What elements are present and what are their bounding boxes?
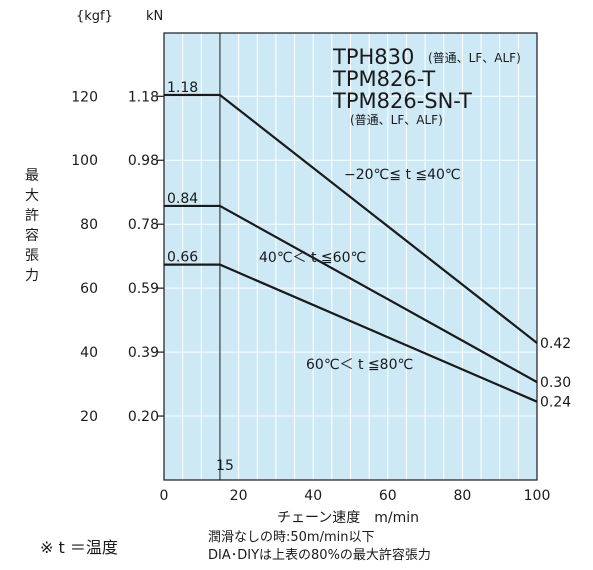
- series-start-label: 0.66: [167, 250, 198, 266]
- x-marker-label: 15: [216, 458, 234, 474]
- y-axis-ticks: 20 0.20 40 0.39 60 0.59 80 0.78 100 0.98 120 1.18: [71, 89, 164, 425]
- series-end-label: 0.24: [540, 395, 571, 411]
- title-subline: (普通、LF、ALF): [350, 113, 443, 127]
- y-tick-label-kgf: 120: [71, 89, 98, 105]
- x-tick-label: 0: [160, 488, 169, 504]
- title-line-2: TPM826-T: [332, 67, 435, 91]
- y-unit-kgf: {kgf}: [76, 9, 113, 24]
- series-line: [164, 93, 538, 344]
- x-tick-label: 20: [230, 488, 248, 504]
- horizontal-gridlines: 15: [164, 33, 537, 480]
- x-axis-ticks: 0 20 40 60 80 100: [160, 488, 551, 504]
- chart-title: TPH830 (普通、LF、ALF) TPM826-T TPM826-SN-T …: [332, 45, 521, 127]
- series-line: [164, 263, 538, 403]
- series-line: [164, 204, 538, 384]
- dia-diy-note: DIA･DIYは上表の80%の最大許容張力: [208, 547, 431, 563]
- series-end-label: 0.30: [540, 375, 571, 391]
- series-name-label: 40℃＜ t ≦60℃: [259, 250, 366, 266]
- y-unit-kn: kN: [146, 9, 163, 24]
- series-name-label: 60℃＜ t ≦80℃: [306, 357, 413, 373]
- y-axis-label-char: 容: [25, 227, 39, 244]
- y-axis-label-char: 大: [25, 188, 39, 204]
- x-tick-label: 40: [304, 488, 322, 504]
- y-tick-label-kn: 0.39: [128, 345, 159, 361]
- y-axis-label-char: 張: [25, 248, 39, 264]
- y-tick-label-kgf: 100: [71, 153, 98, 169]
- y-tick-label-kgf: 80: [80, 217, 98, 233]
- series: 1.18 0.42 −20℃≦ t ≦40℃ 0.84 0.30 40℃＜ t ≦60℃ 0…: [164, 80, 571, 411]
- series-end-label: 0.42: [540, 336, 571, 352]
- y-tick-label-kn: 1.18: [128, 89, 159, 105]
- y-tick-label-kn: 0.78: [128, 217, 159, 233]
- y-axis-label-char: 力: [25, 268, 39, 284]
- y-axis-label-char: 最: [25, 168, 39, 184]
- y-tick-label-kgf: 20: [80, 409, 98, 425]
- title-line-1-suffix: (普通、LF、ALF): [428, 51, 521, 65]
- y-tick-label-kn: 0.20: [128, 409, 159, 425]
- y-axis-label: 最大許容張力: [25, 168, 39, 284]
- x-tick-label: 60: [379, 488, 397, 504]
- title-line-3: TPM826-SN-T: [332, 89, 472, 113]
- x-tick-label: 100: [524, 488, 551, 504]
- series-start-label: 0.84: [167, 191, 198, 207]
- series-name-label: −20℃≦ t ≦40℃: [344, 167, 461, 183]
- temperature-note: ※ t ＝温度: [40, 538, 118, 557]
- series-start-label: 1.18: [167, 80, 198, 96]
- y-tick-label-kn: 0.98: [128, 153, 159, 169]
- y-tick-label-kn: 0.59: [128, 281, 159, 297]
- x-axis-label: チェーン速度 m/min: [277, 510, 419, 526]
- y-tick-label-kgf: 60: [80, 281, 98, 297]
- lubrication-note: 潤滑なしの時:50m/min以下: [208, 530, 374, 545]
- title-line-1: TPH830: [332, 45, 414, 69]
- y-tick-label-kgf: 40: [80, 345, 98, 361]
- plot-border: [163, 32, 538, 481]
- x-tick-label: 80: [453, 488, 471, 504]
- y-axis-label-char: 許: [25, 208, 39, 224]
